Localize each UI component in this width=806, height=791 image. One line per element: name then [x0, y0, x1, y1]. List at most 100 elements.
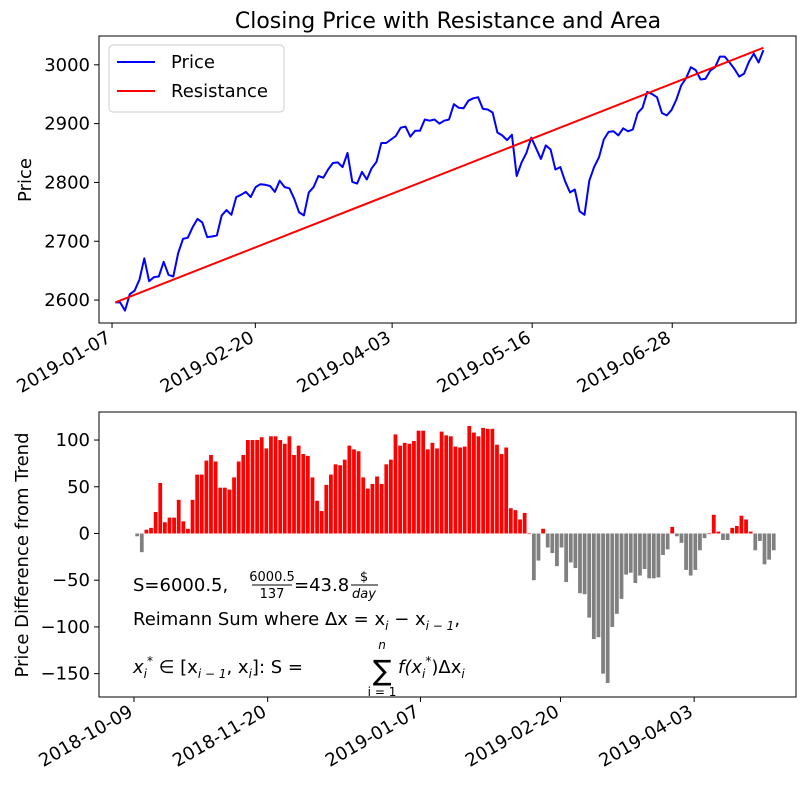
annotation-line-3-rest: f(xi*)Δxi [398, 654, 465, 681]
difference-x-ticks: 2018-10-09 2018-11-20 2019-01-07 2019-02-20… [35, 697, 697, 772]
difference-bar [232, 477, 236, 534]
difference-bar [167, 517, 172, 534]
difference-bar [278, 440, 283, 534]
difference-bar [241, 454, 246, 534]
x-tick-label: 2019-05-16 [434, 327, 535, 397]
difference-bar [767, 533, 771, 560]
difference-bar [329, 474, 333, 534]
difference-bar [139, 533, 144, 553]
price-chart: Closing Price with Resistance and Area 2… [13, 9, 797, 398]
difference-bar [661, 533, 665, 555]
difference-bar [282, 443, 287, 534]
unit-numerator: $ [360, 570, 368, 585]
difference-bar [527, 533, 532, 535]
difference-bar [296, 445, 301, 534]
difference-bar [601, 533, 605, 674]
difference-bar [209, 454, 213, 534]
difference-bar [499, 454, 504, 534]
difference-bar [744, 519, 748, 534]
difference-bar [490, 428, 495, 534]
y-tick-label: 2900 [44, 114, 90, 135]
difference-bar [665, 533, 670, 550]
difference-bar [550, 533, 555, 554]
y-tick-label: 100 [56, 430, 90, 451]
price-plot-area [98, 35, 797, 324]
x-tick-label: 2019-01-07 [322, 701, 423, 771]
difference-bar [619, 533, 624, 599]
difference-bar [587, 533, 592, 618]
difference-bar [388, 459, 393, 534]
difference-bar [596, 533, 601, 638]
difference-bar [319, 511, 324, 534]
x-tick-label: 2019-04-03 [596, 701, 697, 771]
difference-bar [273, 436, 278, 534]
annotation-unit: $ day [351, 570, 378, 602]
difference-bar [402, 442, 407, 534]
difference-bar [287, 436, 292, 534]
difference-bar [762, 533, 767, 565]
difference-bar [416, 430, 421, 534]
difference-bar [246, 440, 250, 534]
price-line [115, 49, 765, 312]
difference-bar [734, 526, 739, 534]
difference-bar [674, 533, 679, 537]
legend-label-price: Price [171, 52, 215, 73]
annotation-average: =43.8 [294, 575, 349, 596]
difference-bar [195, 474, 200, 534]
difference-bar [338, 465, 343, 534]
sigma-lower-limit: i = 1 [368, 685, 397, 699]
x-tick-label: 2019-02-20 [157, 327, 258, 397]
difference-bar [398, 445, 402, 534]
x-tick-label: 2019-02-20 [462, 701, 563, 771]
difference-bar [444, 435, 449, 534]
chart-title: Closing Price with Resistance and Area [235, 9, 661, 34]
difference-y-axis-label: Price Difference from Trend [12, 432, 33, 677]
difference-bar [292, 454, 296, 534]
y-tick-label: 3000 [44, 55, 90, 76]
difference-bar [186, 528, 190, 534]
difference-bar [513, 510, 518, 534]
x-tick-label: 2018-10-09 [35, 701, 136, 771]
x-tick-label: 2019-01-07 [13, 327, 114, 397]
difference-bar [642, 533, 647, 569]
difference-bar [162, 522, 167, 534]
difference-bar [564, 533, 569, 583]
difference-bar [462, 446, 467, 534]
difference-bar [255, 440, 260, 534]
difference-bar [476, 436, 481, 534]
sigma-upper-limit: n [378, 638, 386, 652]
y-tick-label: −150 [41, 664, 90, 685]
difference-bar [633, 533, 638, 583]
difference-bar [153, 511, 158, 534]
difference-bar [545, 533, 550, 548]
difference-bar [531, 533, 536, 581]
difference-bar [352, 449, 356, 534]
y-tick-label: −50 [52, 570, 90, 591]
difference-bar [481, 427, 486, 534]
difference-bar [522, 512, 527, 534]
difference-bar [536, 533, 541, 561]
difference-bar [624, 533, 629, 575]
fraction-numerator: 6000.5 [249, 570, 295, 585]
difference-bar [439, 431, 444, 534]
legend: Price Resistance [108, 44, 285, 113]
annotation-fraction: 6000.5 137 [249, 570, 295, 602]
difference-bar [771, 533, 776, 551]
y-tick-label: 2700 [44, 231, 90, 252]
difference-bar [384, 464, 389, 534]
difference-bar [379, 483, 384, 534]
x-tick-label: 2019-06-28 [574, 327, 675, 397]
difference-bar [218, 487, 223, 534]
difference-bar [259, 437, 264, 534]
difference-y-ticks: −150 −100 −50 0 50 100 [41, 430, 99, 685]
difference-bar [144, 529, 149, 534]
annotation-line-2: Reimann Sum where Δx = xi − xi − 1, [133, 609, 460, 633]
fraction-denominator: 137 [260, 587, 285, 602]
y-tick-label: 50 [67, 477, 90, 498]
difference-bar [495, 444, 499, 534]
difference-bar [610, 533, 615, 627]
difference-bar [555, 533, 559, 567]
difference-bar [670, 526, 675, 534]
difference-bar [647, 533, 652, 579]
difference-bar [688, 533, 693, 576]
